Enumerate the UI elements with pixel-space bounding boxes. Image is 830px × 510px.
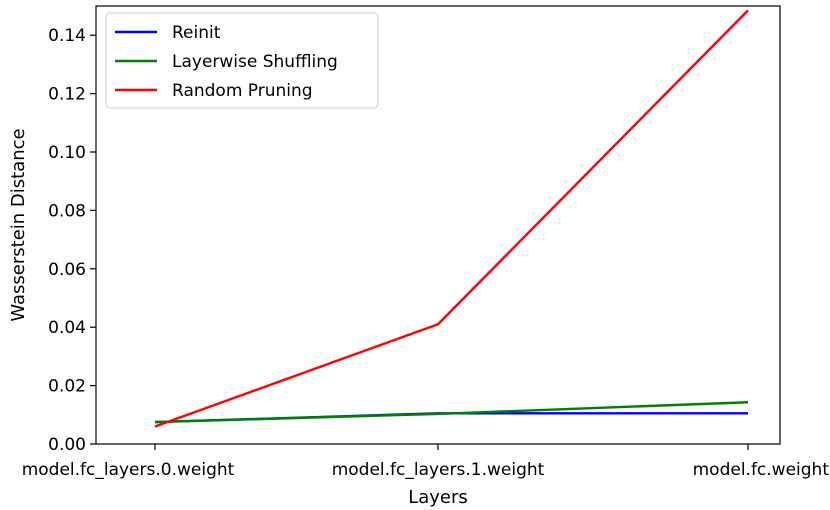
y-tick-label: 0.02 — [48, 377, 86, 397]
y-tick-label: 0.10 — [48, 143, 86, 163]
y-tick-label: 0.04 — [48, 318, 86, 338]
x-tick-label: model.fc.weight — [693, 460, 830, 480]
series-line-random-pruning — [154, 9, 749, 428]
x-tick-label: model.fc_layers.1.weight — [332, 460, 545, 480]
x-axis: model.fc_layers.0.weight model.fc_layers.… — [22, 444, 830, 480]
series-lines — [154, 9, 749, 428]
y-tick-label: 0.12 — [48, 85, 86, 105]
legend-label: Reinit — [172, 23, 221, 43]
series-line-layerwise-shuffling — [154, 401, 749, 424]
y-tick-label: 0.08 — [48, 201, 86, 221]
y-tick-label: 0.14 — [48, 26, 86, 46]
legend-box — [105, 12, 379, 109]
y-axis: 0.00 0.02 0.04 0.06 0.08 0.10 0.12 0.14 — [48, 26, 96, 455]
y-tick-label: 0.00 — [48, 435, 86, 455]
x-tick-label: model.fc_layers.0.weight — [22, 460, 235, 480]
legend-label: Layerwise Shuffling — [172, 52, 338, 72]
x-axis-label: Layers — [408, 487, 468, 508]
legend: Reinit Layerwise Shuffling Random Pruning — [105, 12, 379, 109]
y-axis-label: Wasserstein Distance — [8, 128, 29, 321]
y-tick-label: 0.06 — [48, 260, 86, 280]
series-line-reinit — [154, 412, 748, 424]
legend-label: Random Pruning — [172, 81, 313, 101]
